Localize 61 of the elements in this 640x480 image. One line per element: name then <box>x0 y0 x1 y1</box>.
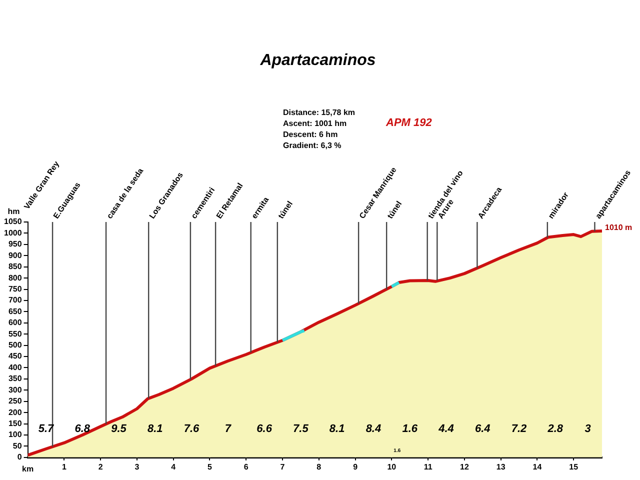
y-tick-label: 950 <box>8 240 22 249</box>
y-tick-label: 250 <box>8 396 22 406</box>
annotation: 8.1 <box>146 423 164 436</box>
y-tick-label: 150 <box>8 418 22 428</box>
x-tick-label: 8 <box>316 462 322 472</box>
text: APM 192 <box>386 117 432 129</box>
x-tick-label: 13 <box>496 462 506 472</box>
y-tick-label: 400 <box>8 362 22 372</box>
y-axis-title: hm <box>8 207 20 216</box>
annotation: 7.6 <box>182 423 200 436</box>
annotation: 6.8 <box>74 423 91 436</box>
x-tick-label: 15 <box>569 462 579 472</box>
annotation: 7.2 <box>510 423 528 436</box>
text: Ascent: 1001 hm <box>283 118 348 129</box>
y-tick-label: 200 <box>8 408 22 417</box>
x-tick-label: 7 <box>280 462 286 472</box>
y-tick-label: 350 <box>8 374 22 384</box>
x-axis-title: km <box>22 464 34 474</box>
y-tick-label: 1050 <box>4 217 22 226</box>
x-tick-label: 5 <box>208 462 213 472</box>
x-tick-label: 2 <box>98 462 104 472</box>
x-tick-label: 3 <box>134 462 140 472</box>
y-tick-label: 600 <box>8 318 22 328</box>
x-tick-label: 11 <box>424 462 433 472</box>
y-tick-label: 300 <box>8 385 22 394</box>
text: Descent: 6 hm <box>283 129 339 140</box>
y-tick-label: 850 <box>8 262 22 272</box>
x-tick-label: 10 <box>387 462 397 472</box>
text: 1010 m <box>605 223 632 232</box>
x-tick-label: 6 <box>244 462 249 472</box>
annotation: 4.4 <box>438 423 455 436</box>
y-tick-label: 650 <box>8 306 22 316</box>
annotation: 6.6 <box>256 423 273 436</box>
annotation: 1.6 <box>401 423 418 436</box>
x-tick-label: 12 <box>460 462 470 472</box>
y-tick-label: 750 <box>8 284 22 294</box>
annotation: 3 <box>584 423 592 436</box>
y-tick-label: 800 <box>8 273 22 282</box>
y-tick-label: 50 <box>12 441 22 450</box>
annotation: 7 <box>224 423 232 436</box>
y-tick-label: 100 <box>8 430 22 440</box>
chart-title: Apartacaminos <box>259 52 377 70</box>
annotation: 2.8 <box>546 423 564 436</box>
text: Gradient: 6,3 % <box>283 140 342 151</box>
x-tick-label: 1 <box>62 462 67 472</box>
y-tick-label: 900 <box>8 250 22 260</box>
text: Distance: 15,78 km <box>283 107 356 118</box>
y-tick-label: 450 <box>8 352 22 361</box>
annotation: 8.4 <box>364 423 382 436</box>
annotation: 8.1 <box>328 423 346 436</box>
annotation: 9.5 <box>110 423 128 436</box>
y-tick-label: 1000 <box>4 228 22 238</box>
x-tick-label: 14 <box>532 462 542 472</box>
y-tick-label: 0 <box>17 452 22 462</box>
x-tick-label: 4 <box>171 462 176 472</box>
y-tick-label: 550 <box>8 329 22 338</box>
y-tick-label: 700 <box>8 296 22 305</box>
annotation: 6.4 <box>474 423 492 436</box>
y-tick-label: 500 <box>8 340 22 350</box>
annotation: 7.5 <box>292 423 310 436</box>
x-tick-label: 9 <box>353 462 358 472</box>
